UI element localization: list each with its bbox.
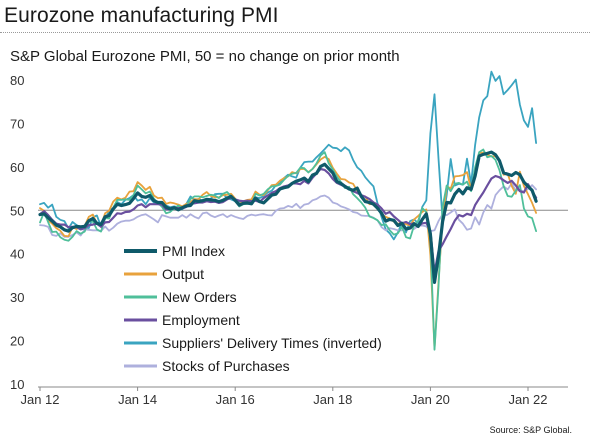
legend-label: Output (162, 266, 204, 282)
legend: PMI Index Output New Orders Employment Suppl… (124, 243, 382, 374)
y-tick-label: 20 (10, 334, 24, 349)
y-tick-label: 30 (10, 290, 24, 305)
y-tick-label: 40 (10, 247, 24, 262)
x-tick-label: Jan 22 (508, 392, 547, 407)
series-layer (38, 70, 538, 351)
y-tick-label: 10 (10, 377, 24, 392)
title-divider (0, 32, 590, 33)
series-line (39, 182, 537, 238)
y-tick-label: 50 (10, 203, 24, 218)
x-tick-label: Jan 20 (411, 392, 450, 407)
series-line (38, 150, 538, 284)
series-line (39, 148, 537, 351)
chart-subtitle: S&P Global Eurozone PMI, 50 = no change … (10, 48, 400, 65)
x-tick-label: Jan 14 (118, 392, 157, 407)
legend-label: Stocks of Purchases (162, 358, 290, 374)
y-tick-label: 70 (10, 116, 24, 131)
y-tick-label: 60 (10, 160, 24, 175)
series-line (39, 151, 537, 350)
legend-label: Suppliers' Delivery Times (inverted) (162, 335, 382, 351)
chart-title: Eurozone manufacturing PMI (4, 4, 279, 27)
x-tick-label: Jan 18 (313, 392, 352, 407)
axes-layer: 10 20 30 40 50 60 70 80 Jan 12 Jan 14 Jan 16 Jan 18… (10, 73, 568, 407)
x-tick-label: Jan 16 (216, 392, 255, 407)
legend-label: Employment (162, 312, 240, 328)
legend-label: PMI Index (162, 243, 225, 259)
source-note: Source: S&P Global. (489, 425, 572, 435)
series-line (39, 70, 537, 241)
y-tick-label: 80 (10, 73, 24, 88)
x-tick-label: Jan 12 (20, 392, 59, 407)
legend-label: New Orders (162, 289, 237, 305)
